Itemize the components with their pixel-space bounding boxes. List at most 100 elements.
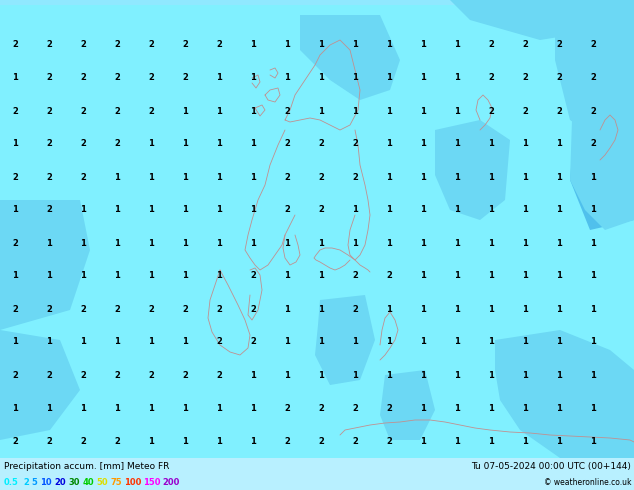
Text: 2: 2 <box>182 74 188 82</box>
Polygon shape <box>0 330 80 440</box>
Text: 1: 1 <box>114 172 120 181</box>
Text: 2: 2 <box>590 140 596 148</box>
Text: 2: 2 <box>556 106 562 116</box>
Text: 2: 2 <box>284 403 290 413</box>
Text: 1: 1 <box>352 106 358 116</box>
Text: 1: 1 <box>80 205 86 215</box>
Text: 1: 1 <box>284 304 290 314</box>
Text: 2: 2 <box>250 338 256 346</box>
Text: 2: 2 <box>352 304 358 314</box>
Text: 1: 1 <box>556 239 562 247</box>
Polygon shape <box>0 200 90 330</box>
Text: 1: 1 <box>148 140 154 148</box>
Text: 1: 1 <box>454 41 460 49</box>
Text: 1: 1 <box>318 74 324 82</box>
Text: 1: 1 <box>454 205 460 215</box>
Text: 1: 1 <box>148 403 154 413</box>
Text: 40: 40 <box>82 478 94 488</box>
Text: 1: 1 <box>454 239 460 247</box>
Text: 2: 2 <box>318 140 324 148</box>
Text: 1: 1 <box>522 370 528 379</box>
Text: 1: 1 <box>590 205 596 215</box>
Text: 1: 1 <box>12 140 18 148</box>
Text: 1: 1 <box>386 370 392 379</box>
Text: 2: 2 <box>46 205 52 215</box>
Text: 2: 2 <box>216 370 222 379</box>
Text: 1: 1 <box>488 370 494 379</box>
Text: 1: 1 <box>454 437 460 445</box>
Text: 2: 2 <box>46 74 52 82</box>
Text: 1: 1 <box>522 338 528 346</box>
Text: 1: 1 <box>182 205 188 215</box>
Text: 1: 1 <box>556 205 562 215</box>
Text: 1: 1 <box>352 338 358 346</box>
Text: 2: 2 <box>318 437 324 445</box>
Text: 1: 1 <box>386 172 392 181</box>
Text: 1: 1 <box>318 239 324 247</box>
Text: 1: 1 <box>420 106 426 116</box>
Text: 1: 1 <box>148 338 154 346</box>
Text: 1: 1 <box>352 74 358 82</box>
Text: 0.5: 0.5 <box>4 478 19 488</box>
Text: 1: 1 <box>250 239 256 247</box>
Polygon shape <box>495 330 634 458</box>
Text: 1: 1 <box>80 239 86 247</box>
Text: 2: 2 <box>352 172 358 181</box>
Text: 1: 1 <box>12 338 18 346</box>
Text: 1: 1 <box>420 437 426 445</box>
Text: 1: 1 <box>352 205 358 215</box>
Text: 1: 1 <box>556 304 562 314</box>
Text: 1: 1 <box>522 403 528 413</box>
Text: 10: 10 <box>41 478 52 488</box>
Text: 2: 2 <box>80 437 86 445</box>
Text: 1: 1 <box>454 370 460 379</box>
Text: 2: 2 <box>352 271 358 280</box>
Text: 1: 1 <box>590 239 596 247</box>
Text: 1: 1 <box>250 403 256 413</box>
Text: 2: 2 <box>114 437 120 445</box>
Text: 2: 2 <box>284 437 290 445</box>
Polygon shape <box>435 120 510 220</box>
Text: 2: 2 <box>80 74 86 82</box>
Text: 1: 1 <box>284 74 290 82</box>
Polygon shape <box>0 0 634 5</box>
Text: 2: 2 <box>46 41 52 49</box>
Text: 1: 1 <box>182 437 188 445</box>
Text: 1: 1 <box>250 370 256 379</box>
Text: 2: 2 <box>12 370 18 379</box>
Text: 30: 30 <box>68 478 80 488</box>
Text: 2: 2 <box>148 370 154 379</box>
Text: 1: 1 <box>318 370 324 379</box>
Text: 2: 2 <box>12 41 18 49</box>
Text: 1: 1 <box>420 239 426 247</box>
Text: 1: 1 <box>284 338 290 346</box>
Text: 2: 2 <box>114 304 120 314</box>
Text: 1: 1 <box>522 437 528 445</box>
Text: 1: 1 <box>182 271 188 280</box>
Text: 1: 1 <box>420 403 426 413</box>
Text: 1: 1 <box>216 172 222 181</box>
Text: 2: 2 <box>284 172 290 181</box>
Text: 1: 1 <box>216 106 222 116</box>
Text: 1: 1 <box>114 205 120 215</box>
Polygon shape <box>570 10 634 230</box>
Text: 1: 1 <box>488 304 494 314</box>
Text: 2: 2 <box>284 106 290 116</box>
Polygon shape <box>570 20 634 230</box>
Text: 1: 1 <box>420 271 426 280</box>
Text: 2: 2 <box>182 304 188 314</box>
Text: 2: 2 <box>46 304 52 314</box>
Text: 1: 1 <box>386 205 392 215</box>
Text: 2: 2 <box>46 106 52 116</box>
Text: 1: 1 <box>420 370 426 379</box>
Text: 1: 1 <box>216 403 222 413</box>
Text: 1: 1 <box>420 172 426 181</box>
Text: 1: 1 <box>216 74 222 82</box>
Text: 1: 1 <box>182 239 188 247</box>
Text: 1: 1 <box>148 437 154 445</box>
Text: 1: 1 <box>114 403 120 413</box>
Text: 1: 1 <box>318 106 324 116</box>
Text: 1: 1 <box>80 271 86 280</box>
Text: 1: 1 <box>318 338 324 346</box>
Text: 2: 2 <box>352 403 358 413</box>
